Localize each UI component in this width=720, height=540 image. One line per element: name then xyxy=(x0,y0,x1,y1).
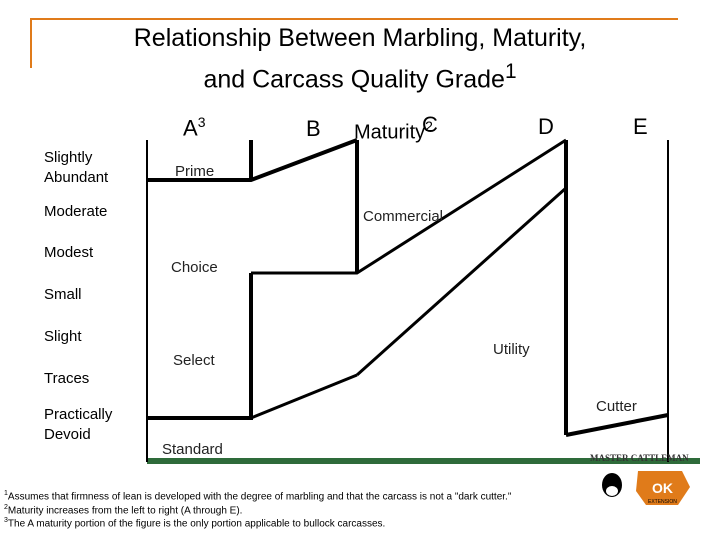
footnote-3-marker: 3 xyxy=(4,517,8,524)
grade-select: Select xyxy=(173,352,215,369)
column-header-d: D xyxy=(538,114,554,139)
footnote-2-marker: 2 xyxy=(4,504,8,511)
marbling-slightly-abundant: Slightly Abundant xyxy=(44,149,109,186)
maturity-footnote-marker: 2 xyxy=(425,118,433,134)
column-header-e: E xyxy=(633,114,648,139)
oklahoma-state-icon xyxy=(636,471,690,505)
orange-corner-bracket xyxy=(30,18,678,68)
title-line-1: Relationship Between Marbling, Maturity, xyxy=(133,24,587,52)
grade-cutter: Cutter xyxy=(596,398,637,415)
footnote-2-text: Maturity increases from the left to righ… xyxy=(7,505,243,517)
commercial-utility-boundary xyxy=(355,186,568,377)
grade-standard: Standard xyxy=(162,441,223,458)
maturity-label: Maturity2 xyxy=(354,118,433,145)
column-header-c: C xyxy=(422,112,438,137)
grade-utility: Utility xyxy=(493,341,530,358)
master-cattleman-logo: MASTER CATTLEMAN OK EXTENSION xyxy=(590,453,690,505)
footnote-3-text: The A maturity portion of the figure is … xyxy=(7,518,386,530)
select-standard-boundary xyxy=(147,273,253,420)
footnote-1: 1Assumes that firmness of lean is develo… xyxy=(4,490,511,502)
marbling-modest: Modest xyxy=(44,244,94,261)
logo-sub-text: EXTENSION xyxy=(648,499,677,505)
column-header-b: B xyxy=(306,116,321,141)
title-line-2-text: and Carcass Quality Grade xyxy=(203,65,505,94)
footnote-2: 2Maturity increases from the left to rig… xyxy=(4,504,242,516)
choice-select-boundary xyxy=(251,138,567,275)
marbling-slight: Slight xyxy=(44,328,82,345)
title-footnote-marker: 1 xyxy=(504,60,517,83)
column-letter-a: A xyxy=(183,115,198,141)
marbling-small: Small xyxy=(44,286,82,303)
column-header-a: A3 xyxy=(183,114,205,141)
svg-text:OK: OK xyxy=(652,480,673,496)
column-a-footnote: 3 xyxy=(197,114,206,130)
marbling-practically-devoid: Practically Devoid xyxy=(44,406,113,443)
title-line-2: and Carcass Quality Grade1 xyxy=(0,55,720,96)
footnote-3: 3The A maturity portion of the figure is… xyxy=(4,517,385,529)
prime-choice-boundary xyxy=(147,138,358,182)
marbling-moderate: Moderate xyxy=(44,203,108,220)
footnote-1-marker: 1 xyxy=(4,490,8,497)
bottom-green-bar xyxy=(147,458,700,464)
standard-utility-boundary xyxy=(250,373,358,420)
grade-prime: Prime xyxy=(175,163,215,180)
maturity-label-text: Maturity xyxy=(354,121,426,144)
grade-commercial: Commercial xyxy=(363,208,444,225)
logo-text: MASTER CATTLEMAN xyxy=(590,453,689,463)
grade-choice: Choice xyxy=(171,259,218,276)
page-title: Relationship Between Marbling, Maturity,… xyxy=(0,22,720,96)
footnote-1-text: Assumes that firmness of lean is develop… xyxy=(7,491,512,503)
marbling-traces: Traces xyxy=(44,370,90,387)
utility-cutter-boundary xyxy=(565,413,669,437)
